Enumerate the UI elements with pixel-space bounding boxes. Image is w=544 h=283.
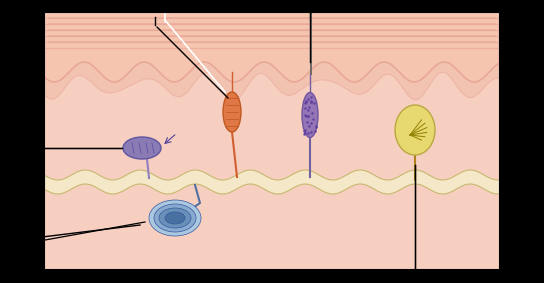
- Ellipse shape: [165, 212, 185, 224]
- Ellipse shape: [149, 200, 201, 236]
- Ellipse shape: [223, 92, 241, 132]
- Ellipse shape: [123, 137, 161, 159]
- Bar: [44, 12, 500, 270]
- Polygon shape: [44, 170, 500, 194]
- Ellipse shape: [395, 105, 435, 155]
- Bar: [44, 12, 500, 270]
- Ellipse shape: [302, 93, 318, 138]
- Ellipse shape: [154, 204, 196, 232]
- Ellipse shape: [159, 208, 191, 228]
- Polygon shape: [44, 62, 500, 100]
- Bar: [44, 12, 500, 50]
- Polygon shape: [44, 12, 500, 82]
